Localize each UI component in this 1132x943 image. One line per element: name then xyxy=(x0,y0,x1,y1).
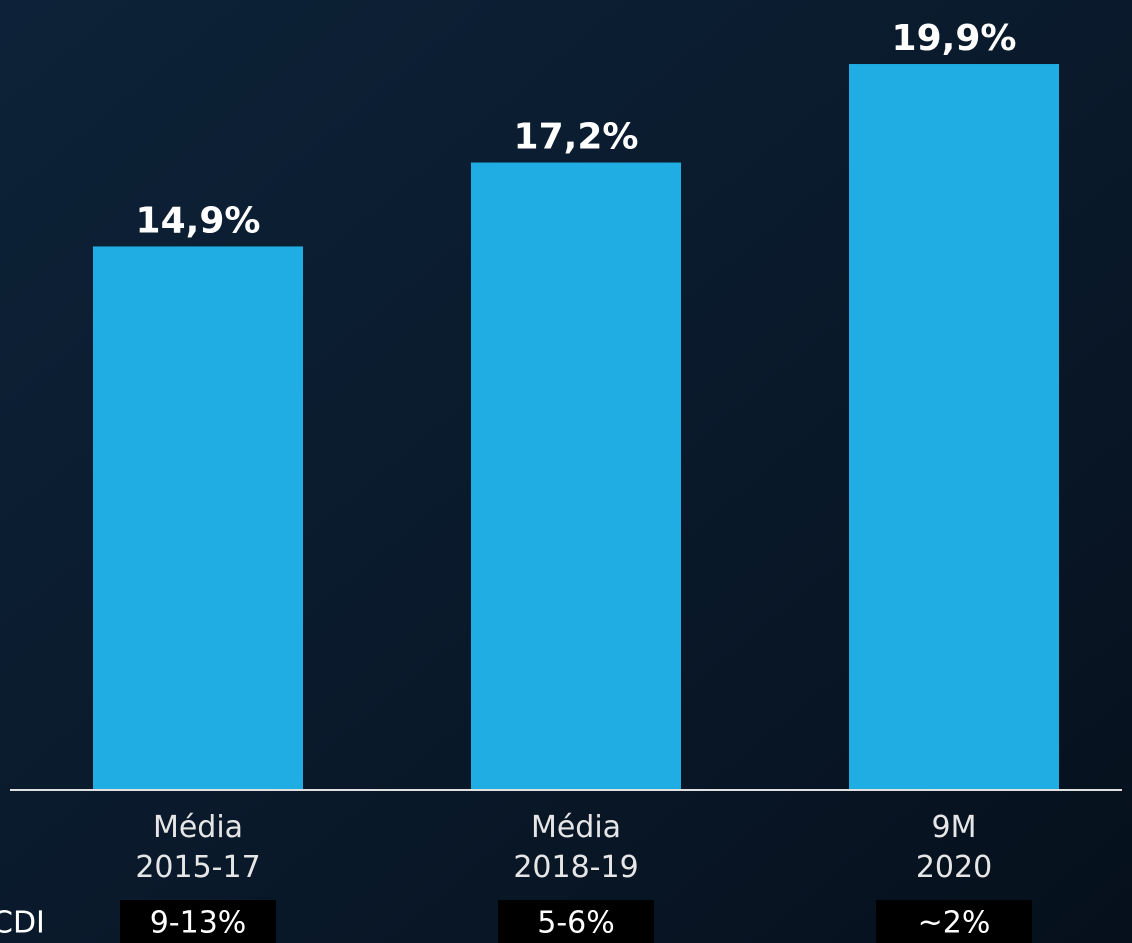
cdi-value: 5-6% xyxy=(537,906,615,941)
cdi-box xyxy=(120,900,276,943)
value-label: 17,2% xyxy=(514,117,639,158)
value-label: 14,9% xyxy=(136,200,261,241)
x-tick-label: Média 2018-19 xyxy=(513,810,638,885)
bar xyxy=(93,246,303,791)
bar xyxy=(471,162,681,790)
x-tick-label: Média 2015-17 xyxy=(135,810,260,885)
x-tick-label: 9M 2020 xyxy=(916,810,992,885)
value-label: 19,9% xyxy=(892,18,1017,59)
cdi-value: 9-13% xyxy=(150,906,247,941)
bar xyxy=(849,64,1059,791)
cdi-box xyxy=(876,900,1032,943)
cdi-label: CDI xyxy=(0,906,45,941)
cdi-value: ~2% xyxy=(918,906,991,941)
cdi-box xyxy=(498,900,654,943)
